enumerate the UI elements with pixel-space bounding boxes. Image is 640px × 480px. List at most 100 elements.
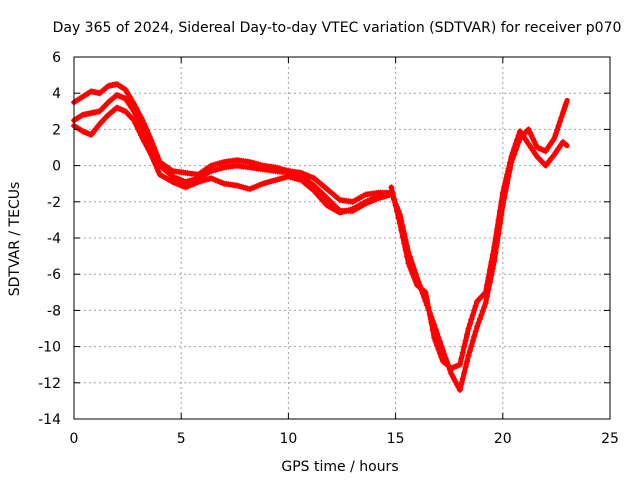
data-point [396, 220, 403, 227]
data-point [492, 235, 499, 241]
data-point [426, 311, 433, 318]
data-point [485, 274, 492, 281]
data-point [131, 108, 138, 115]
data-point [401, 240, 408, 247]
data-point [461, 343, 468, 350]
series-sat-track-5 [388, 128, 570, 372]
y-tick-label: -2 [47, 195, 61, 211]
data-point [554, 127, 561, 134]
data-point [489, 251, 496, 258]
data-point [482, 300, 489, 307]
y-tick-label: -12 [38, 376, 61, 392]
data-point [153, 165, 160, 172]
x-tick-label: 20 [494, 431, 512, 447]
data-point [465, 352, 472, 359]
y-tick-label: 0 [52, 159, 61, 175]
series-trace [388, 128, 570, 371]
data-point [479, 308, 486, 315]
x-tick-label: 15 [387, 431, 405, 447]
data-point [464, 358, 471, 365]
data-point [392, 202, 399, 209]
data-point [562, 141, 569, 148]
data-point [512, 140, 519, 147]
data-point [491, 244, 498, 251]
data-point [138, 132, 145, 139]
data-point [429, 327, 436, 334]
data-point [148, 151, 155, 158]
data-point [498, 198, 505, 205]
data-point [398, 227, 405, 234]
data-point [472, 328, 479, 335]
data-point [529, 135, 536, 142]
data-point [456, 361, 463, 368]
y-tick-label: -4 [47, 231, 61, 247]
data-point [471, 307, 478, 314]
data-point [394, 208, 401, 215]
data-point [152, 161, 159, 168]
data-point [133, 114, 140, 121]
data-point [508, 153, 515, 160]
data-point [388, 184, 395, 191]
y-tick-label: 4 [52, 86, 61, 102]
data-point [556, 118, 563, 125]
data-point [462, 364, 469, 371]
data-point [469, 311, 476, 318]
data-point [389, 190, 396, 197]
series-sat-track-3 [71, 104, 394, 216]
data-point [425, 304, 432, 311]
data-point [558, 114, 565, 121]
data-point [526, 129, 533, 136]
data-point [428, 319, 435, 326]
data-point [151, 158, 158, 165]
data-point [405, 260, 412, 267]
axis-ticks [73, 56, 611, 420]
data-point [466, 320, 473, 327]
data-point [465, 325, 472, 332]
data-point [461, 369, 468, 376]
data-point [132, 111, 139, 118]
data-point [409, 271, 416, 278]
data-point [471, 333, 478, 340]
data-point [391, 196, 398, 203]
x-tick-label: 5 [177, 431, 186, 447]
data-point [476, 315, 483, 322]
data-point [514, 136, 521, 143]
data-point [502, 177, 509, 184]
data-point [135, 126, 142, 133]
data-point [506, 159, 513, 166]
data-point [482, 289, 489, 296]
y-tick-label: -14 [38, 412, 61, 428]
data-point [404, 253, 411, 260]
x-axis-label: GPS time / hours [281, 459, 398, 475]
data-point [555, 122, 562, 129]
grid-lines [74, 57, 610, 419]
data-point [458, 381, 465, 388]
chart-title: Day 365 of 2024, Sidereal Day-to-day VTE… [53, 20, 622, 36]
x-tick-label: 25 [601, 431, 619, 447]
data-point [464, 331, 471, 338]
data-point [408, 267, 415, 274]
data-point [436, 350, 443, 357]
data-point [462, 337, 469, 344]
data-point [131, 117, 138, 124]
x-tick-label: 10 [279, 431, 297, 447]
data-point [474, 323, 481, 330]
data-point [563, 142, 570, 149]
data-point [531, 138, 538, 145]
y-tick-label: -6 [47, 267, 61, 283]
data-point [552, 131, 559, 138]
data-point [399, 233, 406, 240]
data-point [496, 207, 503, 214]
data-point [486, 266, 493, 273]
data-point [422, 289, 429, 296]
data-point [466, 347, 473, 354]
data-point [499, 189, 506, 196]
data-point [406, 263, 413, 270]
data-point [424, 296, 431, 303]
data-point [494, 225, 501, 232]
data-point [149, 155, 156, 162]
data-point [532, 141, 539, 148]
data-point [155, 168, 162, 175]
y-axis-label: SDTVAR / TECUs [7, 182, 23, 297]
